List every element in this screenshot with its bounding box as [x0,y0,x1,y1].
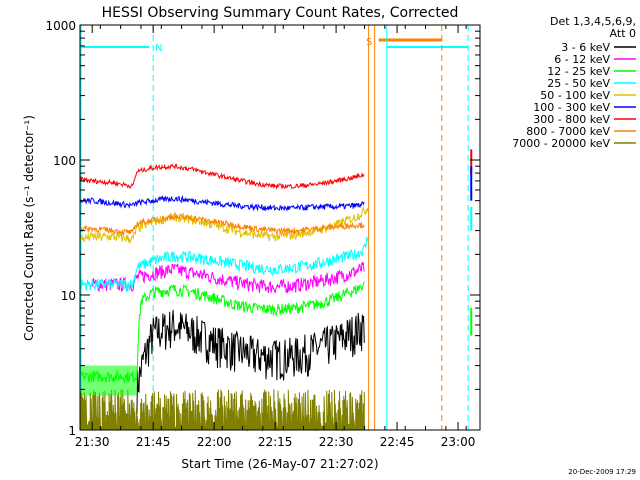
series-line-3-6kev [136,309,365,415]
x-tick-label: 21:45 [136,435,171,449]
series-line-800-7000kev [79,214,365,236]
x-tick-label: 22:30 [319,435,354,449]
legend-entry-label: 6 - 12 keV [554,53,610,66]
series-line-300-800kev [79,163,365,190]
y-tick-label: 1000 [45,19,76,33]
series-block-12-25kev [81,365,137,396]
series-lines [79,149,473,432]
x-tick-label: 22:00 [197,435,232,449]
legend-entry-label: 300 - 800 keV [533,113,610,126]
plot-frame [79,24,481,431]
legend-entry-label: 3 - 6 keV [561,41,610,54]
legend-entry-label: 800 - 7000 keV [526,125,610,138]
x-tick-label: 21:30 [75,435,110,449]
y-tick-label: 100 [53,154,76,168]
legend-header-line: Att 0 [610,27,636,40]
x-tick-label: 22:15 [258,435,293,449]
y-tick-label: 1 [68,424,76,438]
x-axis-label: Start Time (26-May-07 21:27:02) [181,457,378,471]
annotation-s: S [366,37,372,48]
x-tick-label: 23:00 [441,435,476,449]
series-line-100-300kev [79,194,365,212]
chart-title: HESSI Observing Summary Count Rates, Cor… [102,5,459,21]
legend-entry-label: 7000 - 20000 keV [512,137,610,150]
legend-entry-label: 25 - 50 keV [547,77,610,90]
legend-entry-label: 12 - 25 keV [547,65,610,78]
y-tick-label: 10 [61,289,76,303]
y-axis-label: Corrected Count Rate (s⁻¹ detector⁻¹) [22,115,36,341]
legend-entry-label: 100 - 300 keV [533,101,610,114]
x-tick-label: 22:45 [380,435,415,449]
axis-ticks: 21:30 21:45 22:00 22:15 22:30 22:45 23:00 1 10 10… [45,19,480,449]
footer-date: 20-Dec-2009 17:29 [568,468,636,476]
annotation-n: N [155,43,162,54]
series-line-25-50kev [79,236,369,293]
legend-header-line: Det 1,3,4,5,6,9, [550,15,636,28]
legend-entry-label: 50 - 100 keV [540,89,610,102]
flag-markers [80,25,469,430]
series-line-6-12kev [91,262,365,294]
